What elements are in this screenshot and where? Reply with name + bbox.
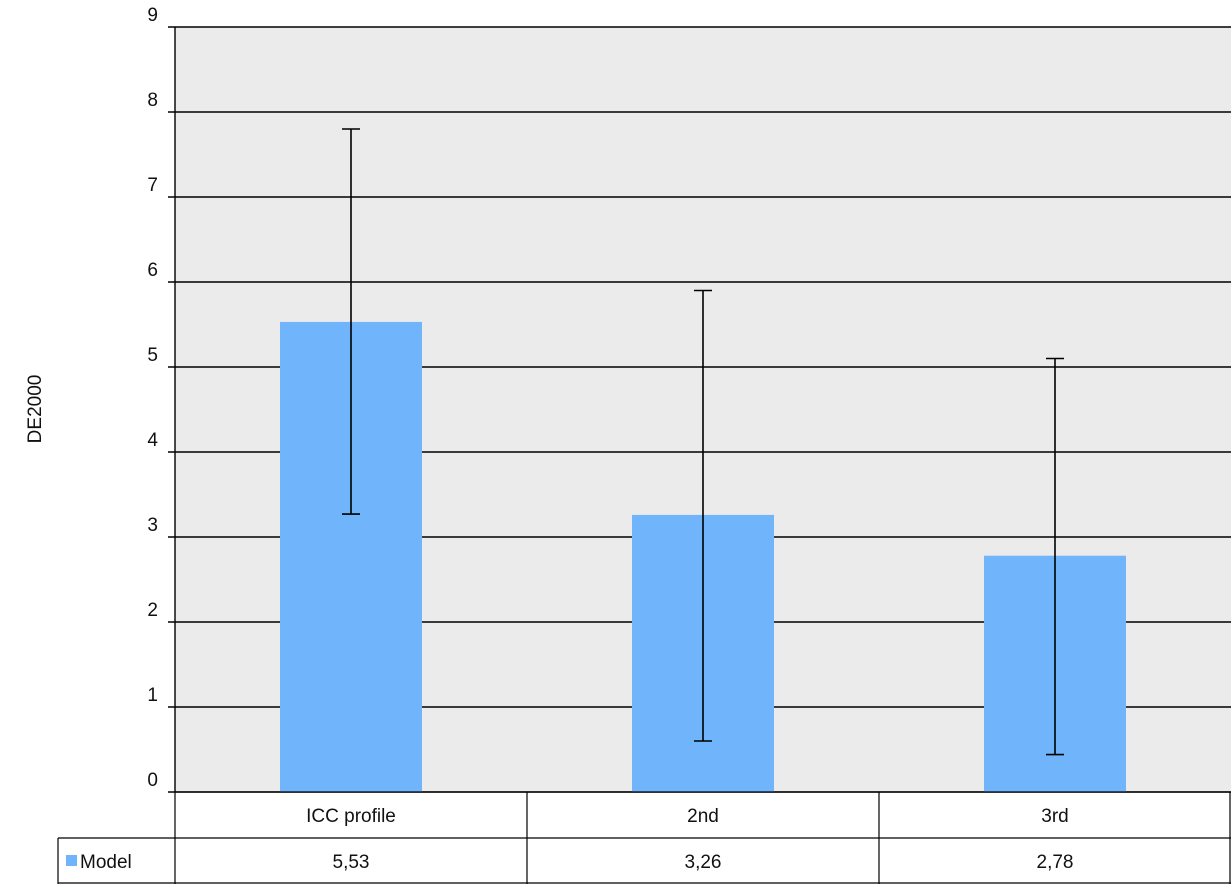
x-category-label: 2nd [687,806,719,827]
y-tick-label: 1 [147,685,158,706]
y-tick-label: 8 [147,90,158,111]
y-axis-ticks: 0 1 2 3 4 5 6 7 8 9 [147,5,158,791]
y-tick-label: 3 [147,515,158,536]
y-tick-label: 0 [147,770,158,791]
y-tick-label: 6 [147,260,158,281]
data-label: 2,78 [1037,852,1074,873]
y-tick-label: 7 [147,175,158,196]
y-tick-label: 9 [147,5,158,26]
legend-label: Model [80,852,132,873]
data-table: ICC profile 5,53 2nd 3,26 3rd 2,78 Model [57,791,1231,884]
y-tick-label: 4 [147,430,158,451]
data-label: 3,26 [685,852,722,873]
x-category-label: 3rd [1041,806,1068,827]
data-label: 5,53 [333,852,370,873]
x-category-label: ICC profile [306,806,396,827]
y-tick-label: 2 [147,600,158,621]
legend-swatch [66,855,77,866]
y-axis-label: DE2000 [25,375,46,444]
y-tick-label: 5 [147,345,158,366]
error-bars [342,128,1064,756]
